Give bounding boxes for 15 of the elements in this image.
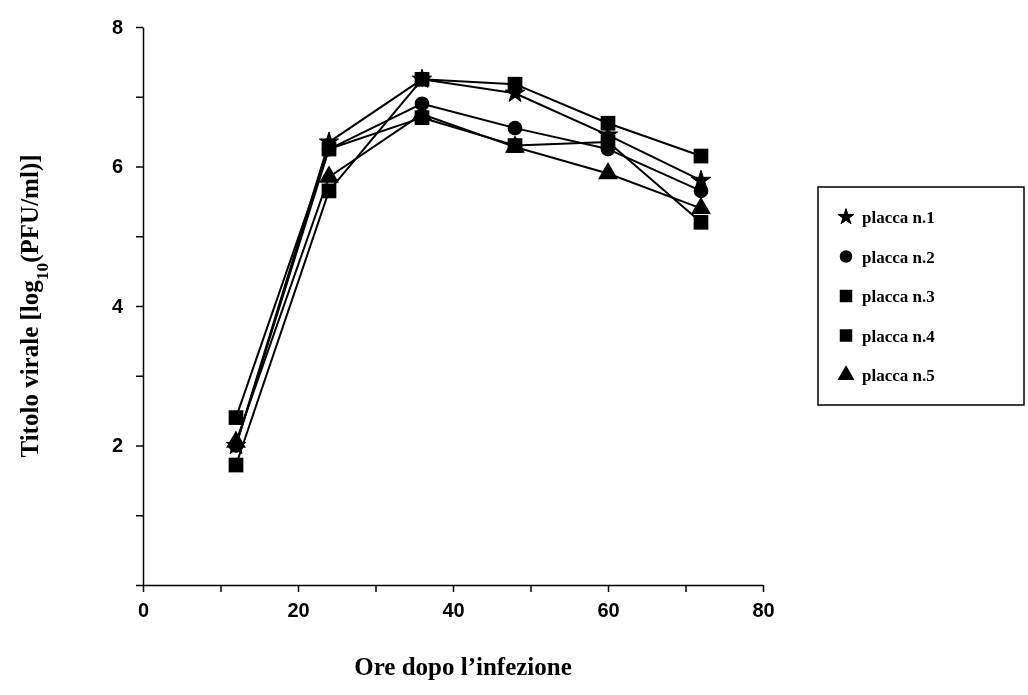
x-tick-label: 40 [442,599,465,621]
legend-label: placca n.5 [862,366,935,385]
x-tick-label: 60 [597,599,620,621]
x-tick-label: 20 [287,599,310,621]
x-tick-label: 80 [752,599,775,621]
y-tick-label: 6 [111,155,123,178]
x-axis-title: Ore dopo l’infezione [354,653,572,680]
legend-label: placca n.4 [862,326,936,346]
x-tick-label: 0 [137,599,150,621]
legend-label: placca n.1 [862,208,935,227]
legend-label: placca n.3 [862,287,935,306]
y-tick-label: 8 [111,15,123,38]
y-tick-label: 4 [111,294,124,317]
y-tick-label: 2 [111,434,123,457]
legend-label: placca n.2 [862,247,935,267]
